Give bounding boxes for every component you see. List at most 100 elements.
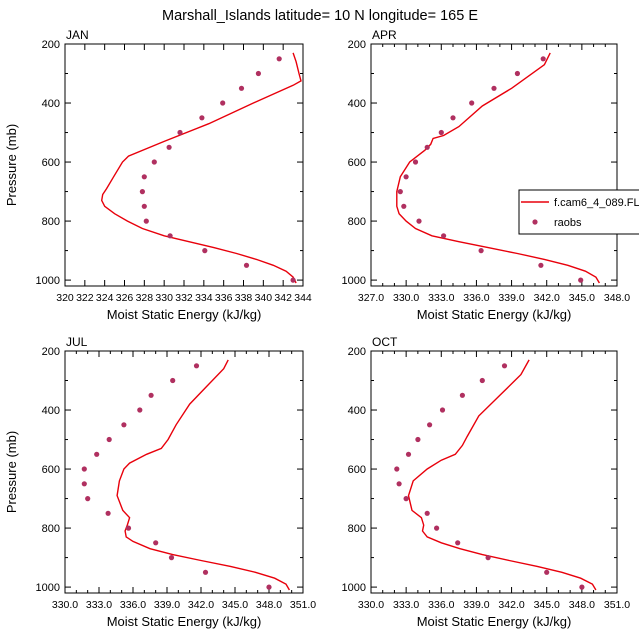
- raobs-point: [137, 407, 143, 413]
- raobs-point: [540, 56, 546, 62]
- x-tick-label: 340: [255, 292, 273, 304]
- y-tick-label: 600: [348, 157, 366, 169]
- x-tick-label: 342.0: [534, 292, 560, 304]
- raobs-point: [106, 436, 112, 443]
- raobs-point: [396, 481, 402, 487]
- raobs-point: [424, 510, 430, 516]
- raobs-point: [166, 144, 172, 150]
- x-tick-label: 345.0: [569, 292, 595, 304]
- x-tick-label: 332: [175, 292, 193, 304]
- raobs-point: [141, 174, 147, 180]
- legend: f.cam6_4_089.FLTHISTraobs: [518, 189, 639, 235]
- x-tick-label: 345.0: [222, 599, 248, 611]
- plot-frame: [370, 43, 618, 287]
- raobs-point: [441, 233, 447, 239]
- raobs-point: [434, 525, 440, 531]
- raobs-point: [450, 115, 456, 121]
- x-tick-label: 348.0: [256, 599, 282, 611]
- y-tick-label: 200: [348, 346, 366, 358]
- panel-jan: JAN 320 322 324 326 328 330 332 334 336 338 340 342 3…: [4, 28, 312, 322]
- raobs-point: [170, 377, 176, 384]
- raobs-point: [290, 277, 296, 283]
- x-axis-label: Moist Static Energy (kJ/kg): [417, 307, 572, 322]
- raobs-point: [424, 144, 430, 150]
- raobs-point: [153, 540, 159, 546]
- x-axis-label: Moist Static Energy (kJ/kg): [107, 614, 262, 629]
- panel-label: JUL: [66, 335, 88, 349]
- x-tick-label: 339.0: [498, 292, 524, 304]
- x-tick-label: 351.0: [604, 599, 630, 611]
- plot-frame: [64, 350, 304, 594]
- raobs-point: [81, 481, 87, 487]
- y-tick-label: 200: [42, 39, 60, 51]
- plot-data: [396, 52, 601, 284]
- y-tick-label: 800: [42, 216, 60, 228]
- raobs-point: [199, 115, 205, 121]
- raobs-point: [394, 466, 400, 472]
- x-tick-label: 333.0: [428, 292, 454, 304]
- y-axis-label: Pressure (mb): [4, 431, 19, 513]
- x-tick-label: 345.0: [534, 599, 560, 611]
- raobs-point: [276, 56, 282, 62]
- raobs-point: [459, 392, 465, 398]
- x-tick-label: 339.0: [463, 599, 489, 611]
- raobs-point: [544, 569, 550, 575]
- x-tick-label: 342.0: [188, 599, 214, 611]
- raobs-point: [81, 466, 87, 472]
- y-tick-label: 600: [348, 464, 366, 476]
- raobs-point: [202, 248, 208, 254]
- raobs-point: [427, 422, 433, 428]
- x-tick-label: 328: [136, 292, 154, 304]
- y-tick-label: 800: [348, 216, 366, 228]
- x-tick-label: 330.0: [358, 599, 384, 611]
- raobs-point: [266, 584, 272, 590]
- raobs-point: [85, 496, 91, 502]
- raobs-point: [125, 525, 132, 531]
- x-axis-label: Moist Static Energy (kJ/kg): [417, 614, 572, 629]
- legend-label: raobs: [554, 217, 582, 229]
- raobs-point: [255, 70, 261, 77]
- y-tick-label: 800: [42, 523, 60, 535]
- y-tick-label: 200: [42, 346, 60, 358]
- series-line: [407, 359, 597, 591]
- x-tick-label: 334: [195, 292, 213, 304]
- raobs-point: [469, 100, 475, 106]
- legend-marker-swatch: [532, 219, 538, 225]
- plot-frame: [370, 350, 618, 594]
- y-axis-label: Pressure (mb): [4, 124, 19, 206]
- x-axis-label: Moist Static Energy (kJ/kg): [107, 307, 262, 322]
- x-tick-label: 348.0: [604, 292, 630, 304]
- raobs-point: [415, 436, 421, 443]
- raobs-point: [412, 159, 419, 165]
- raobs-point: [405, 451, 412, 457]
- y-tick-label: 1000: [36, 275, 60, 287]
- panel-label: JAN: [66, 28, 89, 42]
- panel-label: OCT: [372, 335, 398, 349]
- x-tick-label: 336.0: [120, 599, 146, 611]
- y-tick-label: 1000: [342, 275, 366, 287]
- raobs-point: [139, 189, 145, 195]
- raobs-point: [578, 277, 584, 283]
- y-tick-label: 800: [348, 523, 366, 535]
- x-tick-label: 333.0: [393, 599, 419, 611]
- x-tick-label: 348.0: [569, 599, 595, 611]
- y-tick-label: 1000: [342, 582, 366, 594]
- raobs-point: [141, 203, 147, 209]
- y-tick-label: 200: [348, 39, 366, 51]
- y-tick-label: 600: [42, 157, 60, 169]
- raobs-point: [148, 392, 154, 398]
- series-line: [396, 52, 601, 284]
- raobs-point: [243, 262, 250, 268]
- panel-label: APR: [372, 28, 397, 42]
- y-tick-label: 400: [42, 98, 60, 110]
- x-tick-label: 333.0: [86, 599, 112, 611]
- y-tick-label: 400: [42, 405, 60, 417]
- raobs-point: [177, 129, 183, 136]
- plot-data: [100, 52, 302, 284]
- raobs-point: [479, 377, 485, 384]
- x-tick-label: 324: [96, 292, 114, 304]
- figure-title: Marshall_Islands latitude= 10 N longitud…: [162, 8, 478, 24]
- raobs-point: [403, 174, 409, 180]
- raobs-point: [403, 496, 409, 502]
